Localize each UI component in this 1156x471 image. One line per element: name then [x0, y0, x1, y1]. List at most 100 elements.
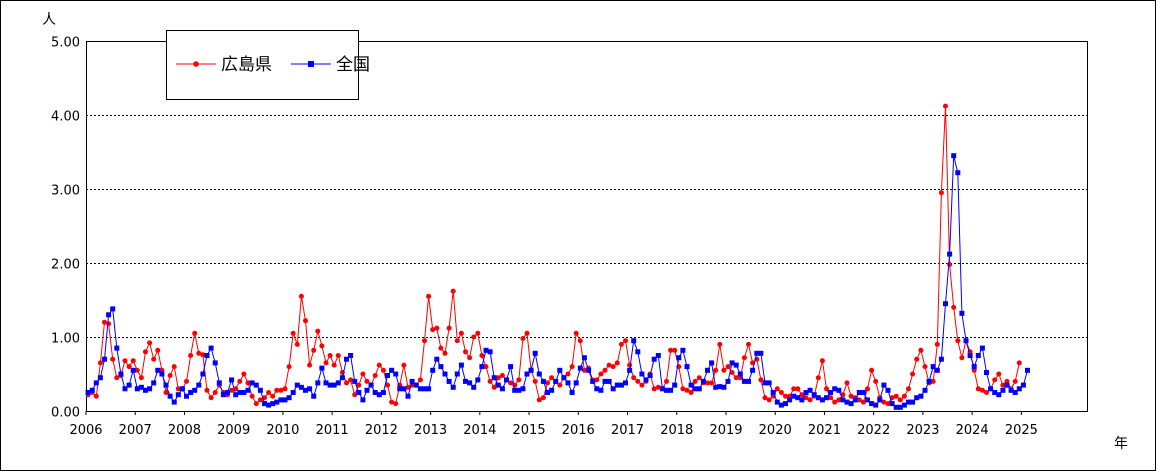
data-point — [241, 390, 247, 395]
y-tick-label: 2.00 — [51, 258, 80, 273]
data-point — [688, 390, 694, 395]
data-point — [471, 334, 477, 340]
data-point — [996, 371, 1002, 377]
data-point — [184, 378, 189, 384]
x-tick-label: 2024 — [956, 423, 989, 438]
data-point — [479, 353, 485, 358]
x-tick-label: 2015 — [513, 423, 546, 438]
data-point — [540, 395, 546, 401]
data-point — [774, 399, 780, 405]
data-point — [807, 397, 813, 403]
data-point — [791, 393, 797, 399]
data-point — [623, 338, 628, 344]
data-point — [196, 382, 202, 388]
data-point — [225, 390, 230, 395]
data-point — [454, 338, 460, 344]
data-point — [758, 377, 764, 383]
data-point — [594, 386, 600, 392]
data-point — [393, 401, 399, 407]
data-point — [463, 378, 468, 384]
data-point — [1016, 360, 1022, 366]
data-point — [873, 378, 879, 384]
data-point — [249, 393, 255, 399]
data-point — [200, 352, 206, 358]
data-point — [118, 371, 124, 377]
data-point — [253, 401, 259, 407]
data-point — [151, 380, 157, 386]
data-point — [262, 401, 267, 407]
data-point — [175, 392, 181, 398]
data-point — [684, 364, 690, 370]
data-point — [286, 395, 292, 401]
data-point — [483, 364, 489, 370]
data-point — [725, 364, 731, 370]
data-point — [992, 390, 998, 395]
legend-marker-hiroshima — [193, 61, 199, 67]
data-point — [360, 397, 366, 403]
data-point — [516, 387, 522, 393]
data-point — [458, 330, 464, 336]
data-point — [684, 387, 690, 393]
data-point — [1004, 382, 1010, 388]
data-point — [208, 345, 214, 351]
data-point — [130, 358, 136, 364]
data-point — [430, 367, 436, 373]
data-point — [499, 373, 505, 378]
data-point — [959, 310, 965, 316]
data-point — [590, 378, 596, 384]
data-point — [298, 384, 304, 390]
data-point — [241, 371, 247, 377]
data-point — [339, 375, 345, 381]
data-point — [405, 384, 411, 390]
data-point — [430, 327, 436, 333]
data-point — [951, 304, 957, 310]
data-point — [179, 386, 185, 392]
data-point — [491, 375, 497, 381]
data-point — [307, 386, 313, 392]
data-point — [422, 386, 427, 392]
data-point — [438, 345, 444, 351]
data-point — [163, 382, 169, 388]
data-point — [766, 397, 772, 403]
data-point — [545, 390, 550, 395]
data-point — [655, 384, 661, 390]
data-point — [975, 386, 981, 392]
data-point — [631, 375, 637, 381]
data-point — [130, 367, 136, 373]
data-point — [516, 377, 522, 383]
legend-label-national: 全国 — [336, 55, 370, 75]
data-point — [159, 371, 165, 377]
data-point — [647, 373, 653, 378]
data-point — [807, 387, 813, 393]
data-point — [368, 382, 374, 388]
y-tick-label: 4.00 — [51, 110, 80, 125]
data-point — [586, 367, 592, 373]
data-point — [577, 338, 583, 344]
data-point — [618, 382, 624, 388]
data-point — [376, 362, 382, 368]
data-point — [479, 364, 485, 370]
data-point — [89, 387, 95, 393]
data-point — [192, 387, 198, 393]
data-point — [639, 382, 645, 388]
data-point — [803, 390, 809, 395]
gridlines — [86, 115, 1087, 338]
data-point — [434, 356, 440, 362]
data-point — [151, 356, 157, 362]
data-point — [692, 386, 698, 392]
data-point — [914, 356, 920, 362]
data-point — [475, 377, 481, 383]
data-point — [114, 375, 120, 381]
data-point — [385, 382, 390, 388]
data-point — [229, 387, 235, 393]
data-point — [385, 373, 390, 378]
data-point — [930, 378, 936, 384]
data-point — [352, 392, 358, 398]
data-point — [795, 395, 801, 401]
data-point — [229, 377, 235, 383]
data-point — [947, 251, 953, 257]
data-point — [434, 325, 440, 331]
data-point — [110, 306, 116, 312]
data-point — [446, 378, 452, 384]
